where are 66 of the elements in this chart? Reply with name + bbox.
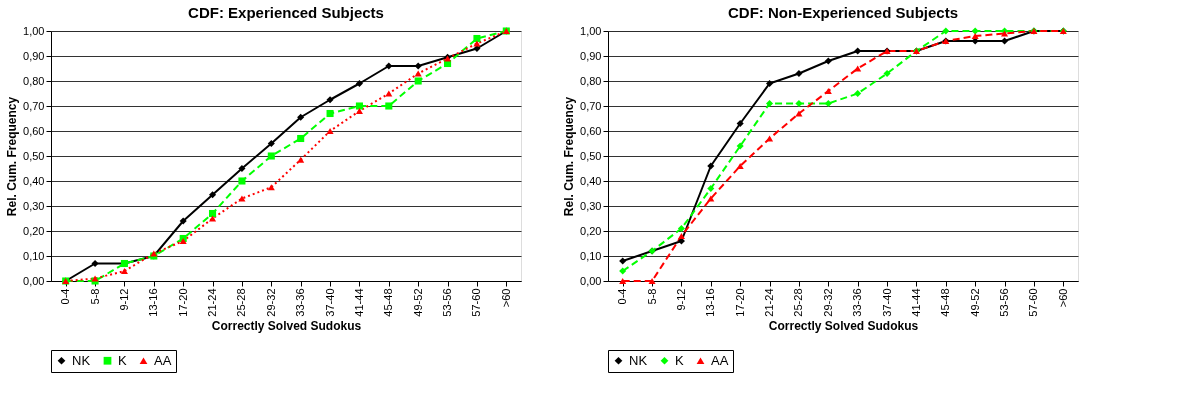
y-tick-label: 0,10 bbox=[580, 249, 602, 262]
x-tick-label: 49-52 bbox=[411, 288, 424, 317]
legend-label: NK bbox=[72, 352, 91, 368]
x-tick-label: 21-24 bbox=[763, 288, 776, 317]
y-tick-label: 0,60 bbox=[23, 124, 45, 137]
x-tick-label: >60 bbox=[499, 288, 512, 308]
x-axis-title: Correctly Solved Sudokus bbox=[768, 318, 919, 333]
x-tick-label: 53-56 bbox=[998, 288, 1011, 317]
x-tick-label: 25-28 bbox=[792, 288, 805, 317]
legend-label: K bbox=[675, 352, 684, 368]
y-tick-label: 0,50 bbox=[580, 149, 602, 162]
x-tick-label: 5-8 bbox=[645, 288, 658, 305]
x-tick-label: 17-20 bbox=[176, 288, 189, 317]
y-tick-label: 1,00 bbox=[580, 24, 602, 37]
y-tick-label: 0,80 bbox=[580, 74, 602, 87]
x-tick-label: 25-28 bbox=[235, 288, 248, 317]
legend-label: AA bbox=[154, 352, 172, 368]
legend-label: K bbox=[118, 352, 127, 368]
x-tick-label: 57-60 bbox=[1027, 288, 1040, 317]
chart-title: CDF: Non-Experienced Subjects bbox=[727, 4, 959, 21]
x-tick-label: 45-48 bbox=[939, 288, 952, 317]
x-tick-label: 53-56 bbox=[441, 288, 454, 317]
legend-label: NK bbox=[629, 352, 648, 368]
x-tick-label: 9-12 bbox=[117, 288, 130, 311]
y-tick-label: 0,40 bbox=[580, 174, 602, 187]
y-tick-label: 0,00 bbox=[580, 274, 602, 287]
y-tick-label: 0,90 bbox=[23, 49, 45, 62]
x-tick-label: 17-20 bbox=[733, 288, 746, 317]
x-tick-label: 13-16 bbox=[704, 288, 717, 317]
y-tick-label: 0,20 bbox=[23, 224, 45, 237]
x-tick-label: 9-12 bbox=[674, 288, 687, 311]
y-tick-label: 0,00 bbox=[23, 274, 45, 287]
y-tick-label: 0,30 bbox=[580, 199, 602, 212]
x-tick-label: 0-4 bbox=[616, 288, 629, 305]
x-tick-label: 33-36 bbox=[851, 288, 864, 317]
x-tick-label: 0-4 bbox=[59, 288, 72, 305]
x-tick-label: 37-40 bbox=[323, 288, 336, 317]
y-tick-label: 0,40 bbox=[23, 174, 45, 187]
y-tick-label: 0,20 bbox=[580, 224, 602, 237]
x-tick-label: 33-36 bbox=[294, 288, 307, 317]
x-tick-label: 41-44 bbox=[352, 288, 365, 317]
x-tick-label: 49-52 bbox=[968, 288, 981, 317]
x-axis-title: Correctly Solved Sudokus bbox=[211, 318, 362, 333]
y-tick-label: 0,70 bbox=[580, 99, 602, 112]
y-tick-label: 0,50 bbox=[23, 149, 45, 162]
y-tick-label: 0,10 bbox=[23, 249, 45, 262]
x-tick-label: 29-32 bbox=[264, 288, 277, 317]
x-tick-label: 21-24 bbox=[206, 288, 219, 317]
x-tick-label: 13-16 bbox=[147, 288, 160, 317]
x-tick-label: 5-8 bbox=[88, 288, 101, 305]
y-axis-title: Rel. Cum. Frequency bbox=[5, 96, 20, 217]
x-tick-label: 41-44 bbox=[909, 288, 922, 317]
x-tick-label: >60 bbox=[1056, 288, 1069, 308]
y-tick-label: 0,90 bbox=[580, 49, 602, 62]
x-tick-label: 45-48 bbox=[382, 288, 395, 317]
y-tick-label: 0,60 bbox=[580, 124, 602, 137]
y-tick-label: 0,30 bbox=[23, 199, 45, 212]
chart-title: CDF: Experienced Subjects bbox=[188, 4, 384, 21]
x-tick-label: 29-32 bbox=[821, 288, 834, 317]
x-tick-label: 37-40 bbox=[880, 288, 893, 317]
legend-label: AA bbox=[711, 352, 729, 368]
y-tick-label: 0,70 bbox=[23, 99, 45, 112]
x-tick-label: 57-60 bbox=[470, 288, 483, 317]
y-tick-label: 0,80 bbox=[23, 74, 45, 87]
y-tick-label: 1,00 bbox=[23, 24, 45, 37]
y-axis-title: Rel. Cum. Frequency bbox=[562, 96, 577, 217]
